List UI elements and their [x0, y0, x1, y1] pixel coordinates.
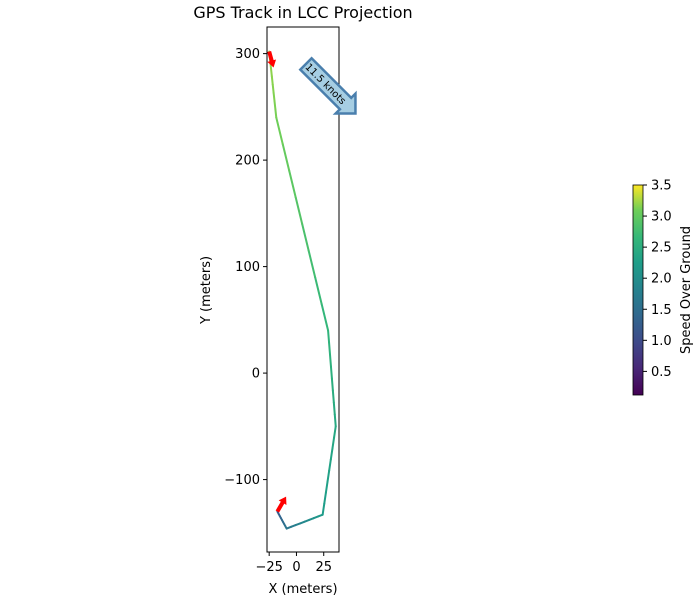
track-segment	[329, 447, 334, 461]
y-tick-label: 200	[235, 154, 260, 169]
colorbar-axis: 0.5 1.0 1.5 2.0 2.5 3.0 3.5	[643, 179, 672, 380]
colorbar-tick-label: 2.0	[651, 272, 672, 287]
x-axis-label: X (meters)	[268, 582, 337, 597]
track-group	[268, 50, 337, 530]
colorbar-label: Speed Over Ground	[679, 226, 694, 354]
track-segment	[314, 276, 323, 305]
track-segment	[326, 469, 331, 483]
track-segment	[330, 377, 334, 392]
x-tick-label: −25	[255, 560, 282, 575]
track-segment	[333, 425, 337, 439]
start-arrow-shape	[275, 496, 287, 513]
arrows-group	[267, 50, 287, 513]
plot-frame	[266, 26, 340, 553]
track-segment	[333, 413, 337, 428]
track-segment	[307, 249, 317, 279]
track-segment	[332, 401, 336, 416]
colorbar-tick-label: 3.5	[651, 179, 672, 194]
colorbar-tick-label: 0.5	[651, 365, 672, 380]
y-axis-label: Y (meters)	[199, 256, 214, 325]
track-segment	[272, 91, 276, 103]
x-axis: −25 0 25	[255, 552, 332, 575]
annotation-arrow-shape	[298, 56, 357, 115]
speed-annotation: 11.5 knots	[298, 56, 357, 115]
track-segment	[329, 365, 333, 380]
track-segment	[281, 143, 291, 172]
track-segment	[329, 353, 332, 368]
track-segment	[273, 100, 277, 111]
start-arrow	[275, 496, 287, 513]
track-segment	[327, 329, 331, 344]
track-segment	[270, 75, 274, 86]
track-segment	[323, 491, 327, 505]
x-tick-label: 0	[292, 560, 300, 575]
track-segment	[324, 480, 329, 494]
y-axis: −100 0 100 200 300	[224, 47, 267, 488]
y-tick-label: −100	[224, 473, 260, 488]
track-segment	[328, 341, 331, 356]
track-segment	[301, 223, 310, 252]
track-segment	[320, 302, 330, 332]
colorbar-tick-label: 3.0	[651, 210, 672, 225]
colorbar-tick-label: 2.5	[651, 241, 672, 256]
chart-title: GPS Track in LCC Projection	[193, 3, 412, 22]
annotation-text: 11.5 knots	[302, 62, 347, 107]
track-segment	[275, 116, 284, 146]
track-segment	[271, 83, 275, 94]
x-tick-label: 25	[315, 560, 332, 575]
track-segment	[294, 196, 304, 226]
y-tick-label: 300	[235, 47, 260, 62]
colorbar-tick-label: 1.5	[651, 303, 672, 318]
y-tick-label: 0	[252, 367, 260, 382]
track-segment	[288, 169, 297, 199]
track-segment	[269, 66, 273, 78]
track-segment	[331, 436, 336, 450]
colorbar-tick-label: 1.0	[651, 334, 672, 349]
track-segment	[331, 389, 335, 404]
end-arrow	[267, 50, 277, 68]
end-arrow-shape	[267, 50, 277, 68]
y-tick-label: 100	[235, 260, 260, 275]
track-segment	[328, 458, 332, 472]
track-segment	[274, 108, 278, 119]
colorbar	[632, 184, 644, 396]
track-segment	[321, 502, 326, 516]
